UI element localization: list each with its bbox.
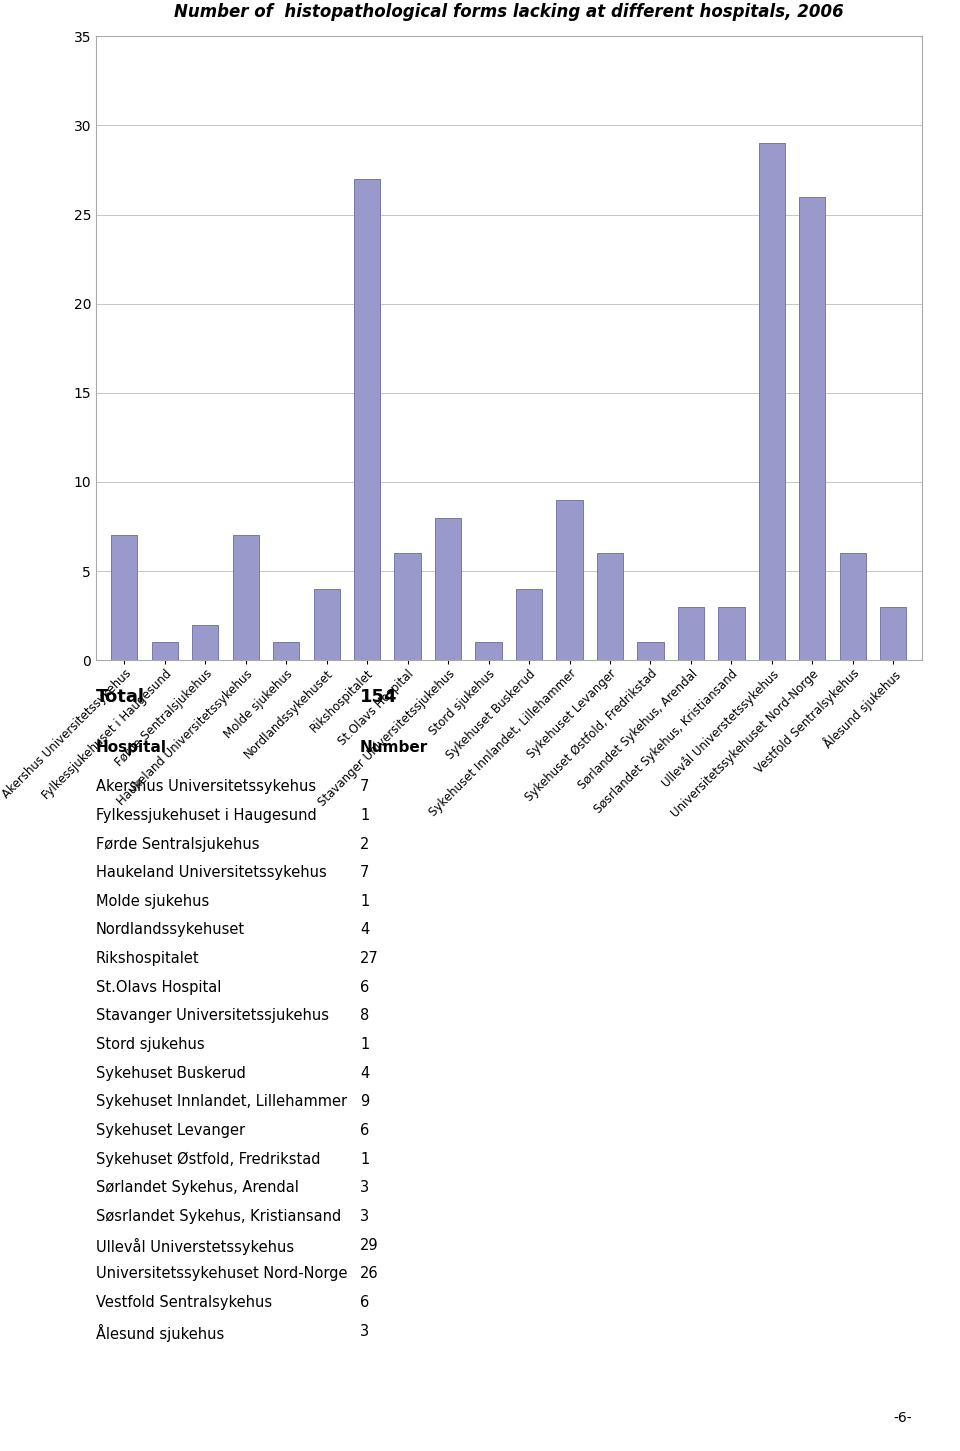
Bar xyxy=(718,607,745,660)
Text: Molde sjukehus: Molde sjukehus xyxy=(96,894,209,908)
Text: 6: 6 xyxy=(360,979,370,995)
Bar xyxy=(314,589,340,660)
Text: 29: 29 xyxy=(360,1238,378,1252)
Bar xyxy=(516,589,542,660)
Text: 1: 1 xyxy=(360,1037,370,1052)
Text: Søsrlandet Sykehus, Kristiansand: Søsrlandet Sykehus, Kristiansand xyxy=(96,1209,341,1225)
Bar xyxy=(152,643,178,660)
Text: Stord sjukehus: Stord sjukehus xyxy=(96,1037,204,1052)
Title: Number of  histopathological forms lacking at different hospitals, 2006: Number of histopathological forms lackin… xyxy=(174,3,844,20)
Text: Haukeland Universitetssykehus: Haukeland Universitetssykehus xyxy=(96,865,326,881)
Bar xyxy=(880,607,906,660)
Text: 4: 4 xyxy=(360,1065,370,1081)
Bar xyxy=(354,178,380,660)
Text: Ålesund sjukehus: Ålesund sjukehus xyxy=(96,1323,225,1342)
Bar xyxy=(273,643,300,660)
Bar xyxy=(637,643,663,660)
Text: 3: 3 xyxy=(360,1323,370,1339)
Bar xyxy=(111,535,137,660)
Text: 1: 1 xyxy=(360,1152,370,1167)
Text: Number: Number xyxy=(360,740,428,755)
Text: -6-: -6- xyxy=(894,1410,912,1425)
Bar xyxy=(758,144,785,660)
Text: Nordlandssykehuset: Nordlandssykehuset xyxy=(96,923,245,937)
Text: 7: 7 xyxy=(360,779,370,794)
Text: Sykehuset Buskerud: Sykehuset Buskerud xyxy=(96,1065,246,1081)
Text: St.Olavs Hospital: St.Olavs Hospital xyxy=(96,979,222,995)
Bar xyxy=(678,607,704,660)
Text: 7: 7 xyxy=(360,865,370,881)
Text: Ullevål Universtetssykehus: Ullevål Universtetssykehus xyxy=(96,1238,294,1255)
Text: 6: 6 xyxy=(360,1294,370,1310)
Text: Hospital: Hospital xyxy=(96,740,167,755)
Bar xyxy=(840,553,866,660)
Text: 3: 3 xyxy=(360,1181,370,1196)
Text: Fylkessjukehuset i Haugesund: Fylkessjukehuset i Haugesund xyxy=(96,808,317,823)
Text: Sørlandet Sykehus, Arendal: Sørlandet Sykehus, Arendal xyxy=(96,1181,299,1196)
Bar xyxy=(435,518,461,660)
Text: 154: 154 xyxy=(360,688,397,705)
Bar xyxy=(597,553,623,660)
Text: 26: 26 xyxy=(360,1267,378,1281)
Bar xyxy=(557,499,583,660)
Bar xyxy=(475,643,502,660)
Text: Stavanger Universitetssjukehus: Stavanger Universitetssjukehus xyxy=(96,1008,329,1023)
Text: Akershus Universitetssykehus: Akershus Universitetssykehus xyxy=(96,779,316,794)
Text: Sykehuset Innlandet, Lillehammer: Sykehuset Innlandet, Lillehammer xyxy=(96,1094,348,1110)
Bar xyxy=(232,535,259,660)
Text: 27: 27 xyxy=(360,952,379,966)
Text: 4: 4 xyxy=(360,923,370,937)
Text: 1: 1 xyxy=(360,894,370,908)
Text: 8: 8 xyxy=(360,1008,370,1023)
Text: Total: Total xyxy=(96,688,145,705)
Text: Sykehuset Østfold, Fredrikstad: Sykehuset Østfold, Fredrikstad xyxy=(96,1152,321,1167)
Text: Sykehuset Levanger: Sykehuset Levanger xyxy=(96,1123,245,1138)
Text: 1: 1 xyxy=(360,808,370,823)
Text: 3: 3 xyxy=(360,1209,370,1225)
Text: 6: 6 xyxy=(360,1123,370,1138)
Text: Universitetssykehuset Nord-Norge: Universitetssykehuset Nord-Norge xyxy=(96,1267,348,1281)
Text: 2: 2 xyxy=(360,836,370,852)
Bar xyxy=(395,553,420,660)
Text: Rikshospitalet: Rikshospitalet xyxy=(96,952,200,966)
Text: Førde Sentralsjukehus: Førde Sentralsjukehus xyxy=(96,836,259,852)
Bar xyxy=(799,197,826,660)
Text: Vestfold Sentralsykehus: Vestfold Sentralsykehus xyxy=(96,1294,272,1310)
Bar xyxy=(192,624,219,660)
Text: 9: 9 xyxy=(360,1094,370,1110)
